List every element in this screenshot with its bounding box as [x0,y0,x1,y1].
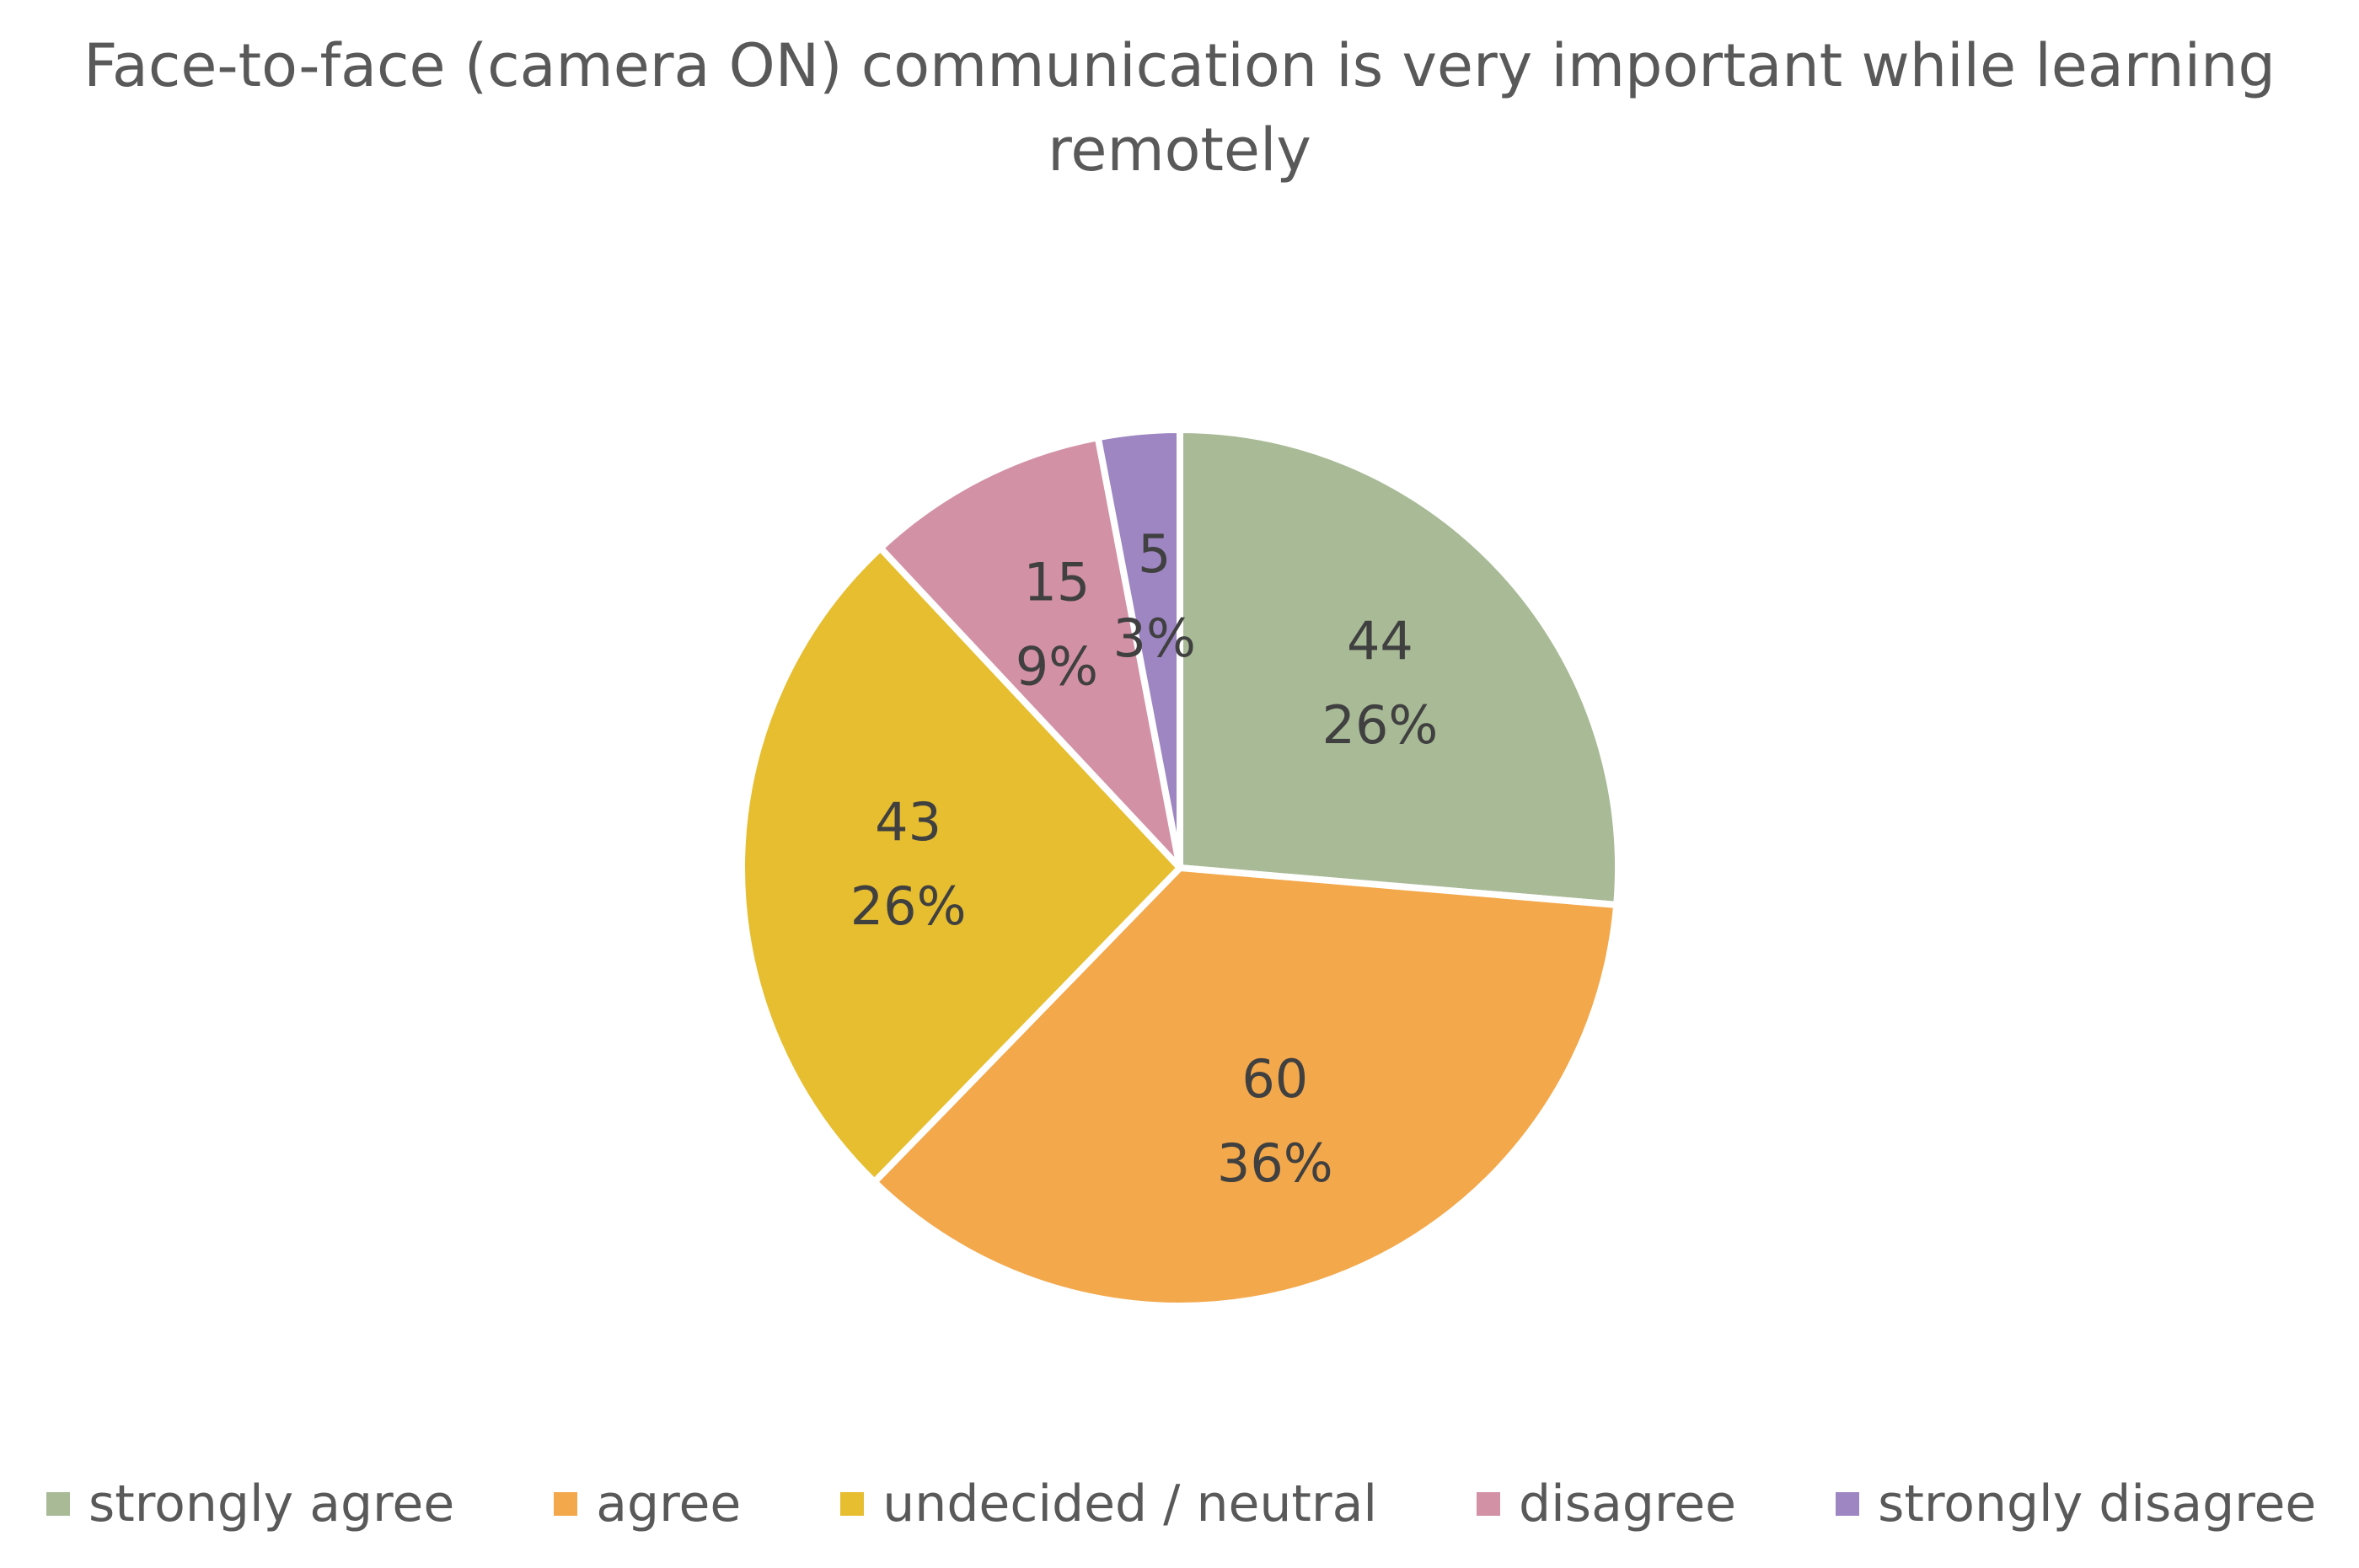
data-label-percent: 26% [850,875,967,937]
chart-title-line-2: remotely [1048,115,1311,185]
chart-legend: strongly agree agree undecided / neutral… [46,1470,2316,1538]
data-label-value: 43 [875,791,941,853]
legend-swatch [1836,1492,1860,1516]
data-label-percent: 36% [1217,1132,1333,1194]
legend-item-agree[interactable]: agree [554,1474,741,1533]
pie-slice-undecided-neutral[interactable] [738,544,1183,1185]
legend-label: undecided / neutral [882,1474,1378,1533]
legend-item-strongly-agree[interactable]: strongly agree [46,1474,454,1533]
data-label-value: 60 [1241,1048,1308,1110]
pie-slices [738,426,1622,1309]
pie-slice-agree[interactable] [871,864,1621,1309]
legend-swatch [1477,1492,1501,1516]
legend-item-undecided-neutral[interactable]: undecided / neutral [840,1474,1377,1533]
data-label-percent: 9% [1016,636,1098,698]
legend-swatch [554,1492,578,1516]
data-label-percent: 26% [1322,694,1439,756]
legend-label: disagree [1519,1474,1737,1533]
legend-label: agree [596,1474,742,1533]
legend-label: strongly disagree [1878,1474,2317,1533]
pie-slice-strongly-agree[interactable] [1177,426,1622,908]
pie-slice-strongly-disagree[interactable] [1094,426,1183,871]
data-label-value: 44 [1347,610,1413,672]
legend-swatch [840,1492,865,1516]
legend-item-disagree[interactable]: disagree [1477,1474,1736,1533]
chart-title: Face-to-face (camera ON) communication i… [0,24,2359,192]
data-label-value: 5 [1138,523,1171,585]
legend-item-strongly-disagree[interactable]: strongly disagree [1836,1474,2316,1533]
pie-slice-disagree[interactable] [877,434,1183,871]
chart-title-line-1: Face-to-face (camera ON) communication i… [83,31,2276,100]
data-label-value: 15 [1023,552,1090,613]
data-label-percent: 3% [1113,607,1196,669]
legend-label: strongly agree [88,1474,455,1533]
legend-swatch [46,1492,70,1516]
pie-data-labels: 44 26% 60 36% 43 26% 15 9% 5 3% [850,523,1439,1194]
